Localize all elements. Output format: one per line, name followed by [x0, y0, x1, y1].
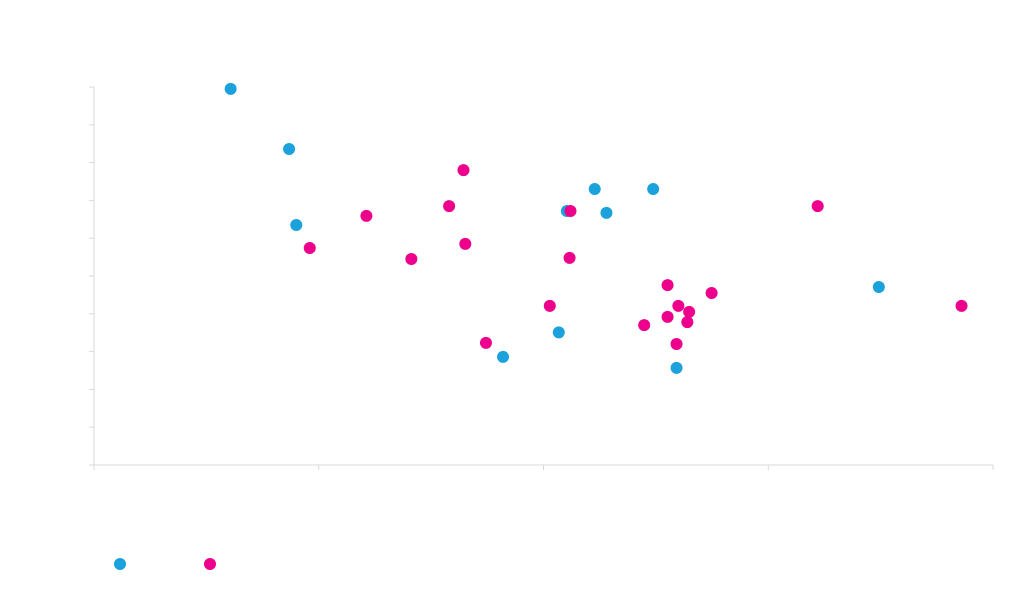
data-point-series-2 — [811, 200, 824, 213]
data-point-series-2 — [443, 200, 456, 213]
data-point-series-1 — [497, 350, 510, 363]
data-point-series-2 — [681, 316, 694, 329]
data-point-series-1 — [552, 326, 565, 339]
data-point-series-2 — [661, 310, 674, 323]
data-point-series-2 — [360, 209, 373, 222]
chart-legend — [114, 558, 216, 570]
chart-points — [224, 82, 968, 374]
data-point-series-2 — [955, 299, 968, 312]
data-point-series-2 — [661, 279, 674, 292]
data-point-series-2 — [672, 299, 685, 312]
data-point-series-2 — [457, 164, 470, 177]
data-point-series-2 — [543, 299, 556, 312]
data-point-series-2 — [459, 237, 472, 250]
data-point-series-1 — [283, 142, 296, 155]
data-point-series-2 — [563, 251, 576, 264]
data-point-series-2 — [564, 204, 577, 217]
data-point-series-1 — [600, 206, 613, 219]
data-point-series-1 — [670, 361, 683, 374]
data-point-series-2 — [670, 338, 683, 351]
data-point-series-1 — [647, 183, 660, 196]
data-point-series-2 — [683, 305, 696, 318]
legend-marker-series-1 — [114, 558, 126, 570]
data-point-series-2 — [303, 242, 316, 255]
data-point-series-1 — [290, 218, 303, 231]
data-point-series-1 — [872, 280, 885, 293]
data-point-series-2 — [479, 336, 492, 349]
data-point-series-2 — [638, 319, 651, 332]
data-point-series-1 — [588, 183, 601, 196]
data-point-series-1 — [224, 82, 237, 95]
data-point-series-2 — [405, 252, 418, 265]
data-point-series-2 — [705, 287, 718, 300]
chart-axes — [89, 86, 994, 470]
legend-marker-series-2 — [204, 558, 216, 570]
